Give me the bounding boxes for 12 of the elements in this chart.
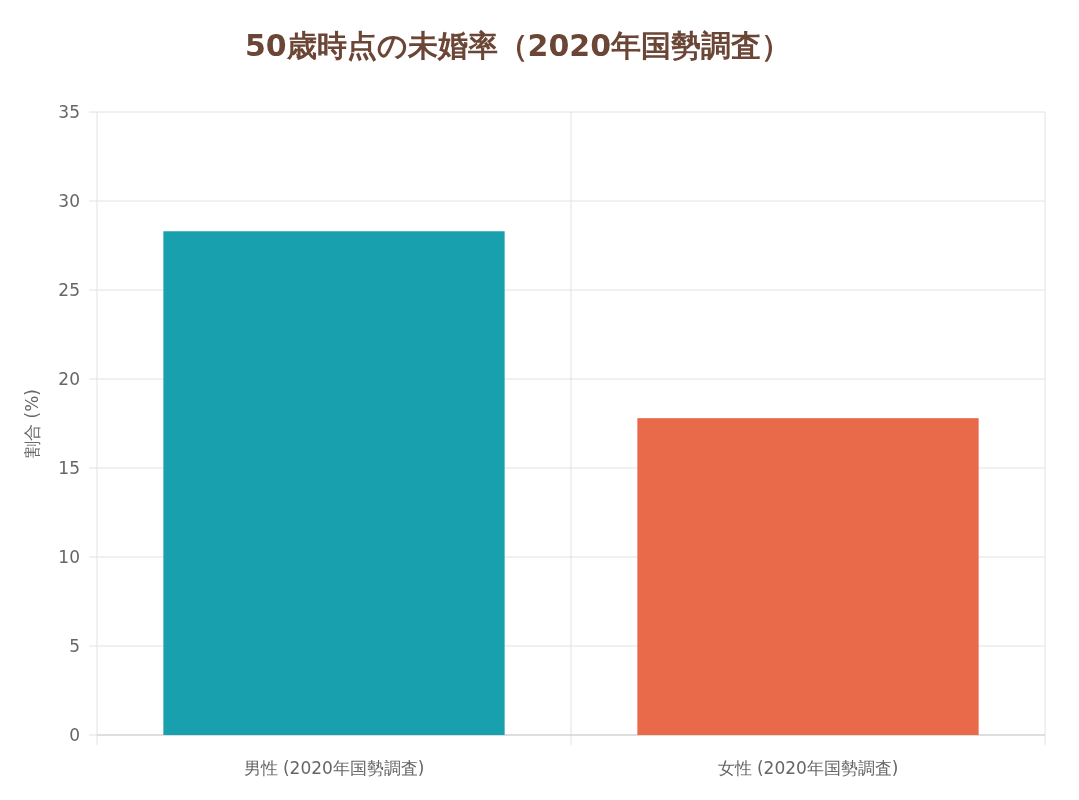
y-tick-label: 30 — [58, 191, 80, 211]
y-tick-label: 15 — [58, 458, 80, 478]
chart-title: 50歳時点の未婚率（2020年国勢調査） — [244, 28, 792, 63]
x-tick-label: 女性 (2020年国勢調査) — [717, 758, 899, 778]
x-tick-label: 男性 (2020年国勢調査) — [243, 758, 425, 778]
y-tick-label: 20 — [58, 369, 80, 389]
y-axis-title: 割合 (%) — [22, 389, 42, 458]
y-tick-label: 25 — [58, 280, 80, 300]
y-tick-label: 0 — [69, 725, 80, 745]
y-tick-label: 10 — [58, 547, 80, 567]
y-tick-label: 5 — [69, 636, 80, 656]
y-tick-label: 35 — [58, 102, 80, 122]
